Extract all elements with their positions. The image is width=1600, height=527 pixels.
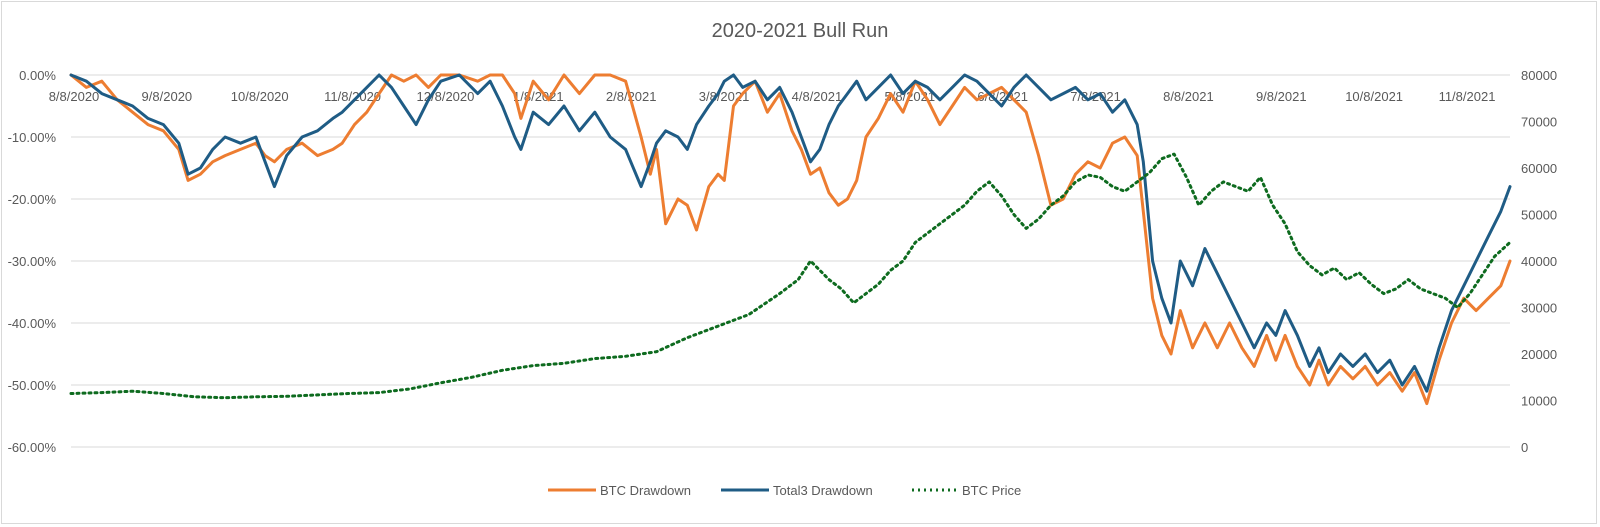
right-tick-label: 80000	[1521, 68, 1557, 83]
right-tick-label: 70000	[1521, 115, 1557, 130]
left-axis-ticks: 0.00% -10.00% -20.00% -30.00% -40.00% -50.00%…	[8, 68, 57, 455]
gridlines	[71, 74, 1510, 448]
x-tick-label: 11/8/2020	[324, 89, 381, 104]
left-tick-label: 0.00%	[19, 68, 56, 83]
x-tick-label: 12/8/2020	[417, 89, 475, 104]
right-tick-label: 20000	[1521, 347, 1557, 362]
x-tick-label: 10/8/2021	[1345, 89, 1403, 104]
right-axis-ticks: 80000 70000 60000 50000 40000 30000 20000 10000…	[1521, 68, 1557, 455]
x-tick-label: 4/8/2021	[792, 89, 843, 104]
right-tick-label: 0	[1521, 440, 1528, 455]
series-btc-drawdown	[69, 73, 1512, 406]
x-tick-label: 9/8/2021	[1256, 89, 1307, 104]
legend-label-btc-drawdown: BTC Drawdown	[600, 483, 691, 498]
x-tick-label: 9/8/2020	[142, 89, 193, 104]
legend-label-total3-drawdown: Total3 Drawdown	[773, 483, 873, 498]
x-tick-label: 10/8/2020	[231, 89, 289, 104]
right-tick-label: 10000	[1521, 394, 1557, 409]
x-tick-label: 11/8/2021	[1439, 89, 1496, 104]
left-tick-label: -20.00%	[8, 192, 57, 207]
series-total3-drawdown	[69, 73, 1512, 393]
left-tick-label: -40.00%	[8, 316, 57, 331]
x-tick-label: 8/8/2020	[49, 89, 100, 104]
chart-title: 2020-2021 Bull Run	[712, 20, 889, 42]
right-tick-label: 30000	[1521, 301, 1557, 316]
x-tick-label: 1/8/2021	[513, 89, 564, 104]
left-tick-label: -50.00%	[8, 378, 57, 393]
legend: BTC Drawdown Total3 Drawdown BTC Price	[548, 483, 1021, 498]
legend-label-btc-price: BTC Price	[962, 483, 1021, 498]
series-lines	[69, 73, 1512, 406]
x-tick-label: 8/8/2021	[1163, 89, 1214, 104]
left-tick-label: -60.00%	[8, 440, 57, 455]
right-tick-label: 60000	[1521, 161, 1557, 176]
series-btc-price	[69, 152, 1512, 400]
right-tick-label: 40000	[1521, 254, 1557, 269]
left-tick-label: -30.00%	[8, 254, 57, 269]
right-tick-label: 50000	[1521, 208, 1557, 223]
left-tick-label: -10.00%	[8, 130, 57, 145]
